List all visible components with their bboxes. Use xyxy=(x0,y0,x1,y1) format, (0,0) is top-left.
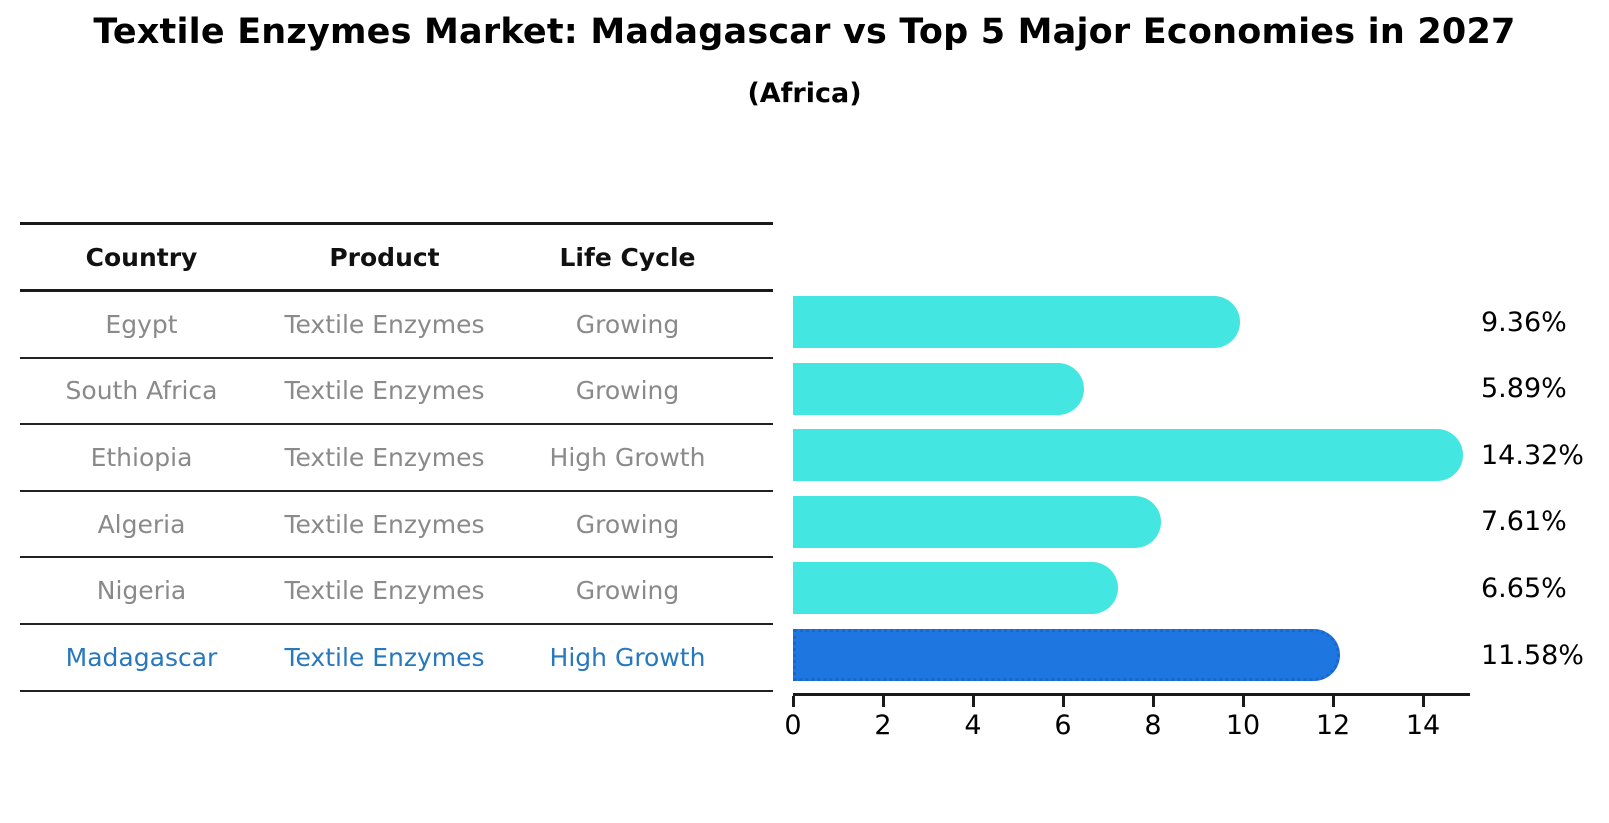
table-row-ethiopia: Ethiopia Textile Enzymes High Growth xyxy=(20,425,773,492)
table-cell-country: Egypt xyxy=(105,309,178,339)
x-tick-mark-6 xyxy=(1062,696,1065,707)
x-tick-mark-8 xyxy=(1152,696,1155,707)
table-cell-country: Algeria xyxy=(97,509,186,539)
table-row-madagascar: Madagascar Textile Enzymes High Growth xyxy=(20,625,773,692)
x-tick-label-10: 10 xyxy=(1225,710,1261,741)
x-tick-mark-12 xyxy=(1332,696,1335,707)
table-cell-product: Textile Enzymes xyxy=(284,309,485,339)
chart-subtitle: (Africa) xyxy=(747,78,862,109)
table-cell-life-cycle: Growing xyxy=(575,509,680,539)
table-header-product: Product xyxy=(329,242,440,272)
bar-egypt xyxy=(793,296,1241,348)
bar-south-africa xyxy=(793,362,1085,415)
x-tick-label-0: 0 xyxy=(784,710,802,741)
x-tick-mark-10 xyxy=(1242,696,1245,707)
bar-ethiopia xyxy=(793,429,1464,482)
x-tick-label-14: 14 xyxy=(1405,710,1441,741)
value-label-madagascar: 11.58% xyxy=(1481,639,1584,671)
bar-nigeria xyxy=(793,562,1119,615)
x-tick-mark-0 xyxy=(792,696,795,707)
x-tick-mark-2 xyxy=(882,696,885,707)
table-cell-life-cycle: Growing xyxy=(575,309,680,339)
table-cell-country: South Africa xyxy=(65,376,218,406)
table-row-egypt: Egypt Textile Enzymes Growing xyxy=(20,292,773,359)
table-cell-life-cycle: Growing xyxy=(575,376,680,406)
x-tick-label-6: 6 xyxy=(1054,710,1072,741)
value-label-south-africa: 5.89% xyxy=(1481,373,1567,405)
table-cell-life-cycle: High Growth xyxy=(549,442,706,472)
table-row-algeria: Algeria Textile Enzymes Growing xyxy=(20,492,773,559)
table-cell-life-cycle: Growing xyxy=(575,576,680,606)
x-tick-mark-4 xyxy=(972,696,975,707)
value-label-ethiopia: 14.32% xyxy=(1481,439,1584,471)
table-header-life-cycle: Life Cycle xyxy=(559,242,696,272)
x-tick-label-2: 2 xyxy=(874,710,892,741)
table-row-nigeria: Nigeria Textile Enzymes Growing xyxy=(20,558,773,625)
bar-madagascar xyxy=(793,629,1341,681)
value-label-egypt: 9.36% xyxy=(1481,306,1567,338)
x-tick-label-4: 4 xyxy=(964,710,982,741)
x-tick-mark-14 xyxy=(1422,696,1425,707)
chart-title: Textile Enzymes Market: Madagascar vs To… xyxy=(93,12,1516,52)
table-cell-product: Textile Enzymes xyxy=(284,509,485,539)
country-table: Country Product Life Cycle Egypt Textile … xyxy=(20,222,773,692)
table-cell-country: Ethiopia xyxy=(90,442,193,472)
table-row-south-africa: South Africa Textile Enzymes Growing xyxy=(20,359,773,426)
table-body: Egypt Textile Enzymes Growing South Africa T… xyxy=(20,292,773,692)
table-cell-product: Textile Enzymes xyxy=(284,576,485,606)
table-header-country: Country xyxy=(85,242,198,272)
table-header-row: Country Product Life Cycle xyxy=(20,222,773,292)
value-label-nigeria: 6.65% xyxy=(1481,572,1567,604)
table-cell-country: Nigeria xyxy=(96,576,187,606)
bar-algeria xyxy=(793,495,1162,548)
x-tick-label-12: 12 xyxy=(1315,710,1351,741)
x-axis xyxy=(793,693,1470,696)
table-cell-life-cycle: High Growth xyxy=(549,642,706,672)
x-tick-label-8: 8 xyxy=(1144,710,1162,741)
table-cell-country: Madagascar xyxy=(65,642,218,672)
table-cell-product: Textile Enzymes xyxy=(284,376,485,406)
table-cell-product: Textile Enzymes xyxy=(284,642,485,672)
value-label-algeria: 7.61% xyxy=(1481,506,1567,538)
table-cell-product: Textile Enzymes xyxy=(284,442,485,472)
